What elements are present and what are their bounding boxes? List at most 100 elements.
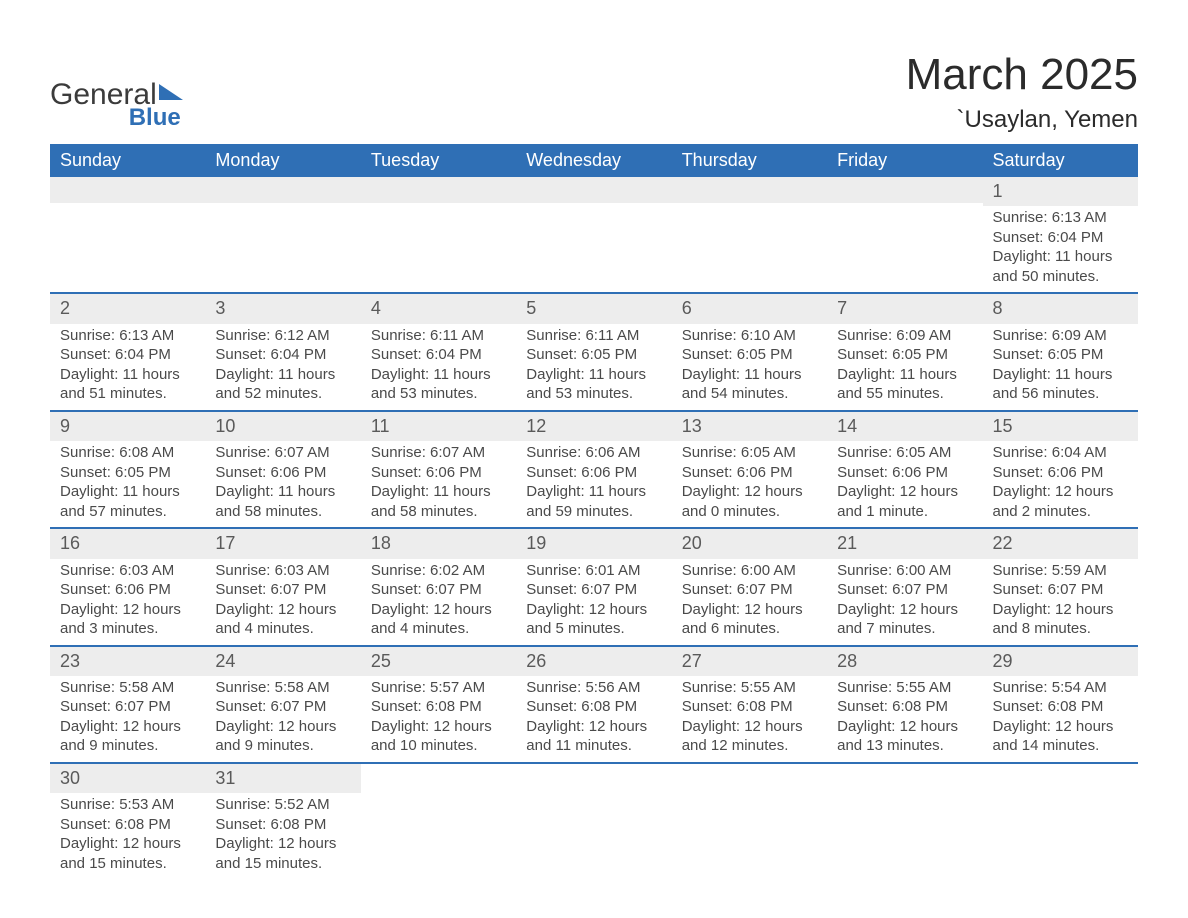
- sunrise-text: Sunrise: 6:06 AM: [526, 443, 661, 463]
- sunrise-text: Sunrise: 6:11 AM: [371, 326, 506, 346]
- calendar-day-cell: [516, 177, 671, 293]
- sunset-text: Sunset: 6:05 PM: [682, 345, 817, 365]
- calendar-day-cell: 9Sunrise: 6:08 AMSunset: 6:05 PMDaylight…: [50, 411, 205, 528]
- day-details: Sunrise: 6:00 AMSunset: 6:07 PMDaylight:…: [827, 559, 982, 645]
- calendar-day-cell: [827, 763, 982, 879]
- day-number: [205, 177, 360, 203]
- day-number: 18: [361, 529, 516, 558]
- day-details: Sunrise: 6:03 AMSunset: 6:06 PMDaylight:…: [50, 559, 205, 645]
- sunrise-text: Sunrise: 6:11 AM: [526, 326, 661, 346]
- day-number: [983, 764, 1138, 790]
- sunrise-text: Sunrise: 6:02 AM: [371, 561, 506, 581]
- sunset-text: Sunset: 6:08 PM: [526, 697, 661, 717]
- day-details: Sunrise: 6:11 AMSunset: 6:05 PMDaylight:…: [516, 324, 671, 410]
- calendar-day-cell: 21Sunrise: 6:00 AMSunset: 6:07 PMDayligh…: [827, 528, 982, 645]
- calendar-day-cell: 11Sunrise: 6:07 AMSunset: 6:06 PMDayligh…: [361, 411, 516, 528]
- day-number: 29: [983, 647, 1138, 676]
- sunrise-text: Sunrise: 5:52 AM: [215, 795, 350, 815]
- calendar-day-cell: 7Sunrise: 6:09 AMSunset: 6:05 PMDaylight…: [827, 293, 982, 410]
- day-details: Sunrise: 5:57 AMSunset: 6:08 PMDaylight:…: [361, 676, 516, 762]
- sunset-text: Sunset: 6:08 PM: [837, 697, 972, 717]
- daylight-text: Daylight: 12 hours and 9 minutes.: [215, 717, 350, 756]
- sunset-text: Sunset: 6:08 PM: [60, 815, 195, 835]
- daylight-text: Daylight: 11 hours and 53 minutes.: [526, 365, 661, 404]
- sunrise-text: Sunrise: 6:12 AM: [215, 326, 350, 346]
- day-number: 21: [827, 529, 982, 558]
- sunset-text: Sunset: 6:04 PM: [371, 345, 506, 365]
- daylight-text: Daylight: 12 hours and 8 minutes.: [993, 600, 1128, 639]
- day-number: 14: [827, 412, 982, 441]
- brand-logo-text: General Blue: [50, 80, 183, 130]
- day-details: Sunrise: 6:06 AMSunset: 6:06 PMDaylight:…: [516, 441, 671, 527]
- sunset-text: Sunset: 6:06 PM: [526, 463, 661, 483]
- calendar-week-row: 16Sunrise: 6:03 AMSunset: 6:06 PMDayligh…: [50, 528, 1138, 645]
- sunset-text: Sunset: 6:05 PM: [837, 345, 972, 365]
- daylight-text: Daylight: 12 hours and 15 minutes.: [215, 834, 350, 873]
- daylight-text: Daylight: 12 hours and 6 minutes.: [682, 600, 817, 639]
- sunrise-text: Sunrise: 5:58 AM: [215, 678, 350, 698]
- day-details: Sunrise: 6:11 AMSunset: 6:04 PMDaylight:…: [361, 324, 516, 410]
- day-number: 13: [672, 412, 827, 441]
- sunrise-text: Sunrise: 5:57 AM: [371, 678, 506, 698]
- daylight-text: Daylight: 11 hours and 56 minutes.: [993, 365, 1128, 404]
- day-details: Sunrise: 6:10 AMSunset: 6:05 PMDaylight:…: [672, 324, 827, 410]
- calendar-day-cell: 19Sunrise: 6:01 AMSunset: 6:07 PMDayligh…: [516, 528, 671, 645]
- sunset-text: Sunset: 6:07 PM: [60, 697, 195, 717]
- sunset-text: Sunset: 6:04 PM: [993, 228, 1128, 248]
- sunrise-text: Sunrise: 6:04 AM: [993, 443, 1128, 463]
- day-number: 11: [361, 412, 516, 441]
- daylight-text: Daylight: 11 hours and 52 minutes.: [215, 365, 350, 404]
- day-details: Sunrise: 6:12 AMSunset: 6:04 PMDaylight:…: [205, 324, 360, 410]
- sunset-text: Sunset: 6:06 PM: [682, 463, 817, 483]
- day-details: Sunrise: 5:58 AMSunset: 6:07 PMDaylight:…: [50, 676, 205, 762]
- daylight-text: Daylight: 12 hours and 11 minutes.: [526, 717, 661, 756]
- sunrise-text: Sunrise: 5:59 AM: [993, 561, 1128, 581]
- sunset-text: Sunset: 6:07 PM: [215, 697, 350, 717]
- daylight-text: Daylight: 12 hours and 15 minutes.: [60, 834, 195, 873]
- day-number: 19: [516, 529, 671, 558]
- day-number: 5: [516, 294, 671, 323]
- sunrise-text: Sunrise: 6:00 AM: [837, 561, 972, 581]
- day-number: 3: [205, 294, 360, 323]
- weekday-header: Monday: [205, 144, 360, 177]
- day-details: Sunrise: 5:54 AMSunset: 6:08 PMDaylight:…: [983, 676, 1138, 762]
- day-number: 23: [50, 647, 205, 676]
- day-number: [361, 177, 516, 203]
- brand-part2: Blue: [129, 104, 181, 131]
- sunrise-text: Sunrise: 5:56 AM: [526, 678, 661, 698]
- calendar-day-cell: [50, 177, 205, 293]
- sunset-text: Sunset: 6:04 PM: [60, 345, 195, 365]
- day-number: [516, 177, 671, 203]
- calendar-day-cell: 17Sunrise: 6:03 AMSunset: 6:07 PMDayligh…: [205, 528, 360, 645]
- calendar-day-cell: 6Sunrise: 6:10 AMSunset: 6:05 PMDaylight…: [672, 293, 827, 410]
- day-number: 6: [672, 294, 827, 323]
- sunrise-text: Sunrise: 5:53 AM: [60, 795, 195, 815]
- sunrise-text: Sunrise: 6:09 AM: [993, 326, 1128, 346]
- day-details: Sunrise: 5:58 AMSunset: 6:07 PMDaylight:…: [205, 676, 360, 762]
- calendar-day-cell: 13Sunrise: 6:05 AMSunset: 6:06 PMDayligh…: [672, 411, 827, 528]
- day-number: 15: [983, 412, 1138, 441]
- sunset-text: Sunset: 6:06 PM: [371, 463, 506, 483]
- calendar-day-cell: 29Sunrise: 5:54 AMSunset: 6:08 PMDayligh…: [983, 646, 1138, 763]
- daylight-text: Daylight: 11 hours and 51 minutes.: [60, 365, 195, 404]
- header: General Blue March 2025 `Usaylan, Yemen: [50, 50, 1138, 134]
- calendar-day-cell: 2Sunrise: 6:13 AMSunset: 6:04 PMDaylight…: [50, 293, 205, 410]
- calendar-day-cell: [983, 763, 1138, 879]
- daylight-text: Daylight: 11 hours and 58 minutes.: [371, 482, 506, 521]
- calendar-day-cell: [361, 763, 516, 879]
- day-number: 2: [50, 294, 205, 323]
- calendar-day-cell: [672, 177, 827, 293]
- calendar-week-row: 30Sunrise: 5:53 AMSunset: 6:08 PMDayligh…: [50, 763, 1138, 879]
- daylight-text: Daylight: 12 hours and 2 minutes.: [993, 482, 1128, 521]
- day-number: [361, 764, 516, 790]
- day-number: 16: [50, 529, 205, 558]
- day-number: 1: [983, 177, 1138, 206]
- sunset-text: Sunset: 6:08 PM: [371, 697, 506, 717]
- day-details: Sunrise: 5:56 AMSunset: 6:08 PMDaylight:…: [516, 676, 671, 762]
- day-details: Sunrise: 5:59 AMSunset: 6:07 PMDaylight:…: [983, 559, 1138, 645]
- sunrise-text: Sunrise: 5:58 AM: [60, 678, 195, 698]
- sunrise-text: Sunrise: 6:10 AM: [682, 326, 817, 346]
- calendar-week-row: 1Sunrise: 6:13 AMSunset: 6:04 PMDaylight…: [50, 177, 1138, 293]
- sunrise-text: Sunrise: 5:54 AM: [993, 678, 1128, 698]
- day-details: Sunrise: 6:13 AMSunset: 6:04 PMDaylight:…: [50, 324, 205, 410]
